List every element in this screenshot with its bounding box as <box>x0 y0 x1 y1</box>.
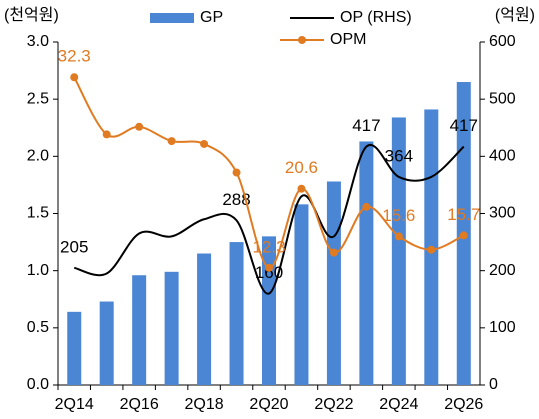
bar <box>164 271 179 385</box>
y-tick-label: 1.0 <box>27 262 49 279</box>
data-label: 12.3 <box>252 237 285 256</box>
legend-marker <box>298 36 306 44</box>
y2-axis-title: (억원) <box>495 6 535 24</box>
bar <box>326 181 341 385</box>
marker <box>265 263 273 272</box>
marker <box>394 232 403 241</box>
bar <box>262 236 276 385</box>
y-tick-label: 0.0 <box>27 376 49 393</box>
legend-label: GP <box>200 9 223 26</box>
marker <box>329 248 338 257</box>
x-tick-label: 2Q16 <box>120 396 159 413</box>
y2-tick-label: 200 <box>489 262 516 279</box>
data-label: 417 <box>450 116 478 135</box>
bar <box>132 275 147 385</box>
marker <box>135 122 144 131</box>
y2-tick-label: 100 <box>489 319 516 336</box>
bar <box>99 301 114 385</box>
marker <box>70 73 79 82</box>
legend-label: OP (RHS) <box>340 9 412 26</box>
y-tick-label: 3.0 <box>27 33 49 50</box>
y-tick-label: 2.5 <box>27 90 49 107</box>
marker <box>200 139 209 148</box>
y-tick-label: 2.0 <box>27 148 49 165</box>
legend-label: OPM <box>330 31 366 48</box>
y2-tick-label: 300 <box>489 205 516 222</box>
data-label: 160 <box>255 263 283 282</box>
marker <box>102 130 111 139</box>
bar <box>359 141 374 385</box>
bar <box>197 253 212 385</box>
x-tick-label: 2Q24 <box>379 396 418 413</box>
data-label: 15.6 <box>382 206 415 225</box>
y2-tick-label: 500 <box>489 90 516 107</box>
data-label: 15.7 <box>447 205 480 224</box>
bar <box>229 242 244 385</box>
marker <box>297 184 306 193</box>
data-label: 20.6 <box>285 158 318 177</box>
data-label: 417 <box>352 116 380 135</box>
marker <box>232 168 241 177</box>
y-tick-label: 0.5 <box>27 319 49 336</box>
x-tick-label: 2Q26 <box>444 396 483 413</box>
marker <box>427 245 436 254</box>
bar <box>391 117 406 386</box>
marker <box>459 231 468 240</box>
data-label: 32.3 <box>58 47 91 66</box>
data-label: 364 <box>385 146 413 165</box>
y-axis-title: (천억원) <box>4 6 59 24</box>
y2-tick-label: 0 <box>489 376 498 393</box>
line <box>73 143 465 295</box>
x-tick-label: 2Q22 <box>314 396 353 413</box>
legend-swatch <box>150 13 194 23</box>
marker <box>362 202 371 211</box>
bar <box>294 204 309 385</box>
y2-tick-label: 400 <box>489 148 516 165</box>
x-tick-label: 2Q14 <box>55 396 94 413</box>
data-label: 205 <box>60 237 88 256</box>
marker <box>167 137 176 146</box>
x-tick-label: 2Q20 <box>249 396 288 413</box>
y-tick-label: 1.5 <box>27 205 49 222</box>
x-tick-label: 2Q18 <box>185 396 224 413</box>
bar <box>67 311 82 385</box>
y2-tick-label: 600 <box>489 33 516 50</box>
